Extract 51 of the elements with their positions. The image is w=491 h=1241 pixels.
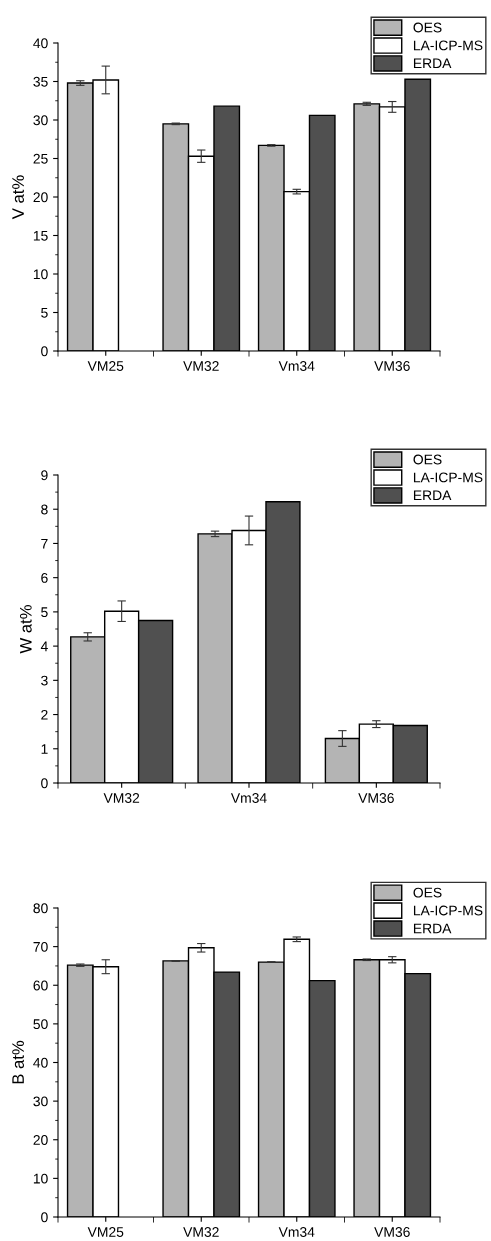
y-axis-title: B at% xyxy=(12,1040,24,1084)
y-tick-label: 8 xyxy=(41,504,48,515)
y-tick-label: 5 xyxy=(41,307,48,318)
y-tick-label: 4 xyxy=(40,641,48,652)
x-tick-label: Vm34 xyxy=(230,793,267,803)
y-tick-label: 7 xyxy=(41,538,48,549)
y-axis-title: W at% xyxy=(19,605,32,654)
y-tick-label: 60 xyxy=(33,980,48,991)
y-tick-label: 35 xyxy=(33,76,48,87)
legend-label: OES xyxy=(413,22,442,33)
y-tick-label: 40 xyxy=(33,1057,48,1068)
x-tick-label: VM36 xyxy=(374,1227,410,1237)
y-axis-title: V at% xyxy=(12,175,24,220)
x-tick-label: VM25 xyxy=(87,361,124,371)
legend-label: OES xyxy=(413,454,442,465)
x-tick-label: Vm34 xyxy=(278,361,315,371)
y-tick-label: 2 xyxy=(41,709,48,720)
y-tick-label: 15 xyxy=(33,230,48,241)
y-tick-label: 10 xyxy=(33,1173,48,1184)
y-tick-label: 1 xyxy=(41,744,48,754)
x-tick-label: VM32 xyxy=(183,1227,219,1237)
y-tick-label: 70 xyxy=(33,941,48,952)
x-tick-label: Vm34 xyxy=(278,1227,315,1237)
x-tick-label: VM25 xyxy=(87,1227,124,1237)
y-tick-label: 0 xyxy=(41,1212,48,1223)
y-tick-label: 0 xyxy=(41,346,48,357)
legend-label: ERDA xyxy=(413,490,452,501)
y-tick-label: 80 xyxy=(33,903,48,914)
y-tick-label: 0 xyxy=(41,778,48,789)
x-tick-label: VM36 xyxy=(374,361,410,371)
y-tick-label: 50 xyxy=(33,1019,48,1030)
legend-label: ERDA xyxy=(413,58,452,69)
y-tick-label: 30 xyxy=(33,1096,48,1107)
y-tick-label: 25 xyxy=(33,153,48,164)
y-tick-label: 20 xyxy=(33,1135,48,1145)
legend-label: LA-ICP-MS xyxy=(413,905,483,916)
legend-label: LA-ICP-MS xyxy=(413,472,483,483)
y-tick-label: 10 xyxy=(33,269,48,280)
y-tick-label: 6 xyxy=(41,573,48,583)
y-tick-label: 3 xyxy=(41,675,48,686)
y-tick-label: 20 xyxy=(33,192,48,203)
x-tick-label: VM36 xyxy=(358,793,394,803)
x-tick-label: VM32 xyxy=(183,361,219,371)
y-tick-label: 5 xyxy=(41,607,48,618)
legend-label: OES xyxy=(413,887,442,898)
legend-label: LA-ICP-MS xyxy=(413,40,483,51)
y-tick-label: 9 xyxy=(41,470,48,481)
x-tick-label: VM32 xyxy=(103,793,140,803)
legend-label: ERDA xyxy=(413,923,452,934)
y-tick-label: 30 xyxy=(33,115,48,126)
y-tick-label: 40 xyxy=(33,38,48,49)
